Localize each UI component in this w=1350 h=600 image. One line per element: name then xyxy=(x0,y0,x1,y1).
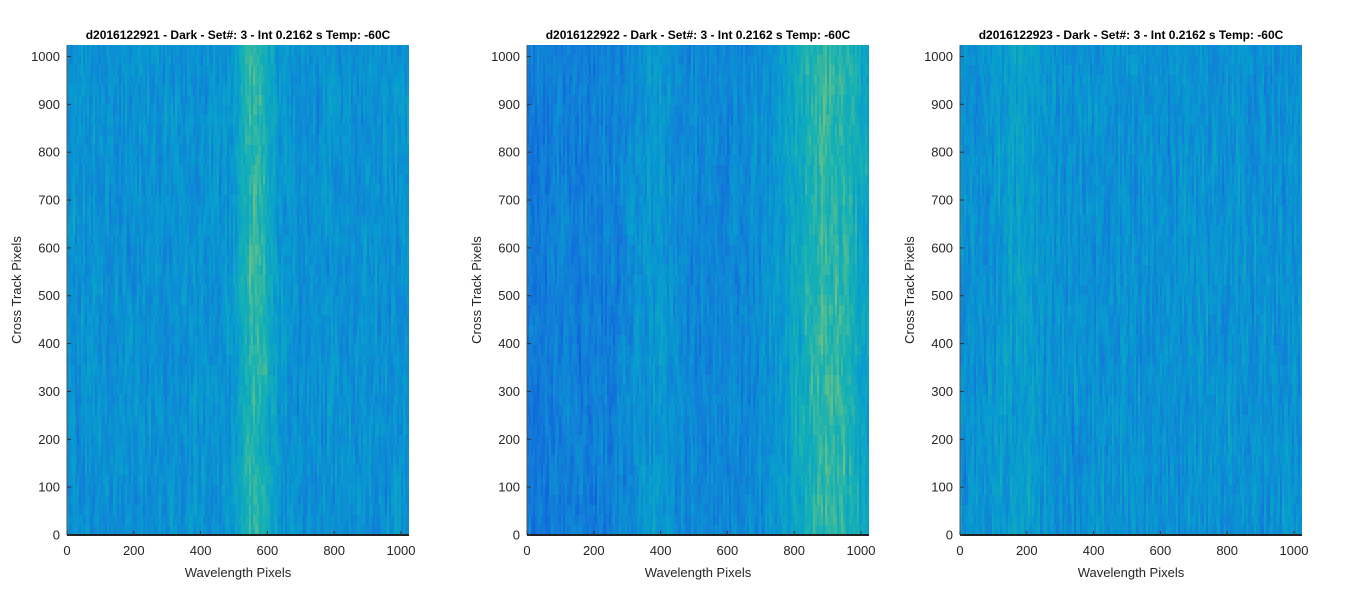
x-tick-label: 1000 xyxy=(847,543,876,558)
y-tick-label: 500 xyxy=(498,288,520,303)
x-tick-label: 1000 xyxy=(1280,543,1309,558)
y-tick-label: 0 xyxy=(946,528,953,543)
y-tick-label: 100 xyxy=(498,480,520,495)
y-tick-label: 100 xyxy=(38,480,60,495)
y-tick-label: 700 xyxy=(38,193,60,208)
y-tick-label: 400 xyxy=(498,336,520,351)
x-tick-label: 200 xyxy=(583,543,605,558)
y-tick-label: 100 xyxy=(931,480,953,495)
x-axis-label: Wavelength Pixels xyxy=(645,565,752,580)
y-tick-label: 600 xyxy=(498,240,520,255)
subplot-1: 0 200 400 600 800 1000 0 100 200 300 400 500 600 700 8… xyxy=(9,28,415,580)
x-tick-label: 200 xyxy=(1016,543,1038,558)
x-tick-label: 0 xyxy=(956,543,963,558)
y-axis-label: Cross Track Pixels xyxy=(902,236,917,344)
y-tick-label: 300 xyxy=(498,384,520,399)
y-tick-label: 600 xyxy=(38,240,60,255)
y-tick-label: 300 xyxy=(931,384,953,399)
heatmap-image xyxy=(527,45,869,535)
y-tick-label: 300 xyxy=(38,384,60,399)
y-tick-label: 1000 xyxy=(491,49,520,64)
x-tick-label: 600 xyxy=(257,543,279,558)
y-axis-label: Cross Track Pixels xyxy=(469,236,484,344)
y-tick-label: 700 xyxy=(498,193,520,208)
x-tick-label: 800 xyxy=(1216,543,1238,558)
y-tick-label: 1000 xyxy=(31,49,60,64)
x-tick-label: 200 xyxy=(123,543,145,558)
chart-title: d2016122922 - Dark - Set#: 3 - Int 0.216… xyxy=(546,28,851,42)
subplot-2: 0 200 400 600 800 1000 0 100 200 300 400 500 600 700 8… xyxy=(469,28,875,580)
y-tick-label: 800 xyxy=(38,145,60,160)
heatmap-image xyxy=(67,45,409,535)
subplot-3: 0 200 400 600 800 1000 0 100 200 300 400 500 600 700 8… xyxy=(902,28,1308,580)
y-tick-label: 500 xyxy=(38,288,60,303)
x-tick-label: 400 xyxy=(190,543,212,558)
y-tick-label: 200 xyxy=(931,432,953,447)
x-axis-label: Wavelength Pixels xyxy=(1078,565,1185,580)
y-tick-label: 800 xyxy=(931,145,953,160)
y-tick-label: 200 xyxy=(38,432,60,447)
x-axis-label: Wavelength Pixels xyxy=(185,565,292,580)
y-tick-label: 400 xyxy=(38,336,60,351)
x-tick-label: 0 xyxy=(523,543,530,558)
y-axis-label: Cross Track Pixels xyxy=(9,236,24,344)
x-tick-label: 400 xyxy=(650,543,672,558)
x-tick-label: 800 xyxy=(323,543,345,558)
y-tick-label: 600 xyxy=(931,240,953,255)
y-tick-label: 700 xyxy=(931,193,953,208)
y-tick-label: 200 xyxy=(498,432,520,447)
y-tick-label: 500 xyxy=(931,288,953,303)
chart-title: d2016122921 - Dark - Set#: 3 - Int 0.216… xyxy=(86,28,391,42)
y-tick-label: 1000 xyxy=(924,49,953,64)
x-tick-label: 1000 xyxy=(387,543,416,558)
y-tick-label: 900 xyxy=(931,97,953,112)
x-tick-label: 400 xyxy=(1083,543,1105,558)
heatmap-image xyxy=(960,45,1302,535)
y-tick-label: 400 xyxy=(931,336,953,351)
x-tick-label: 0 xyxy=(63,543,70,558)
y-tick-label: 900 xyxy=(38,97,60,112)
y-tick-label: 800 xyxy=(498,145,520,160)
y-tick-label: 0 xyxy=(513,528,520,543)
x-tick-label: 800 xyxy=(783,543,805,558)
x-tick-label: 600 xyxy=(717,543,739,558)
y-tick-label: 900 xyxy=(498,97,520,112)
x-tick-label: 600 xyxy=(1150,543,1172,558)
chart-title: d2016122923 - Dark - Set#: 3 - Int 0.216… xyxy=(979,28,1284,42)
y-tick-label: 0 xyxy=(53,528,60,543)
